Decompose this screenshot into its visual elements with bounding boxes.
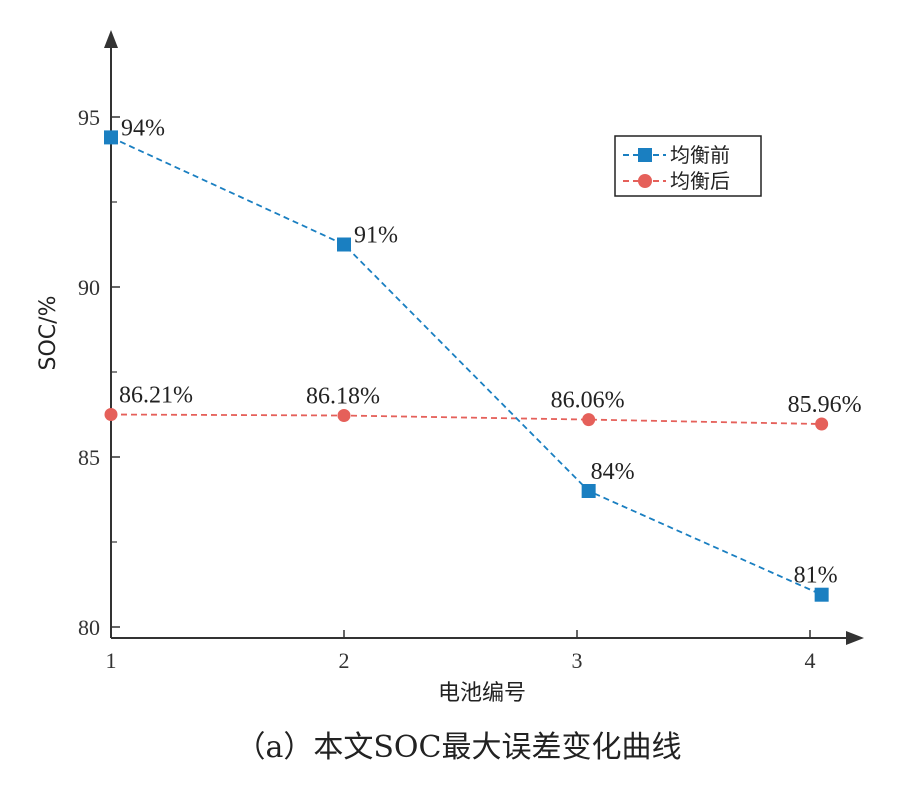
data-label-before: 94% [121,115,165,141]
marker-before-point [581,484,596,498]
legend-label-before: 均衡前 [670,143,730,167]
series-layer: 86.21% 86.18% 86.06% 85.96% 94% 91% 84% 81% [104,115,862,602]
y-tick-label: 80 [78,615,100,640]
legend-marker-after [638,174,652,188]
marker-after-point [337,409,351,423]
x-axis-arrow [846,631,864,645]
x-tick-label: 1 [106,648,117,673]
data-label-after: 85.96% [788,392,862,418]
marker-after-point [582,413,596,427]
data-label-after: 86.06% [551,388,625,414]
y-tick-label: 90 [78,275,100,300]
series-line-before [110,136,823,596]
data-label-after: 86.21% [119,383,193,409]
data-label-before: 84% [591,459,635,485]
ticks: 80 85 90 95 1 2 3 4 [78,105,816,673]
legend-marker-before [638,148,652,162]
y-axis-title: SOC/% [36,296,61,371]
x-axis-title: 电池编号 [438,681,526,706]
figure-caption: （a）本文SOC最大误差变化曲线 [235,730,682,765]
legend-label-after: 均衡后 [670,169,730,193]
x-tick-label: 2 [339,648,350,673]
x-tick-label: 4 [805,648,816,673]
marker-after-point [104,408,118,421]
legend: 均衡前 均衡后 [614,135,762,197]
data-label-before: 81% [794,563,838,589]
y-tick-label: 95 [78,105,100,130]
y-tick-label: 85 [78,445,100,470]
marker-before-point [104,130,118,145]
y-axis-arrow [104,30,118,48]
marker-before-point [814,587,829,602]
marker-before-point [337,237,351,252]
soc-line-chart: 80 85 90 95 1 2 3 4 86.21% 86.18% 86.06% 85.96% 94%… [36,30,864,706]
data-label-before: 91% [354,223,398,249]
data-label-after: 86.18% [306,384,380,410]
x-tick-label: 3 [572,648,583,673]
legend-box [614,135,762,197]
marker-after-point [815,417,829,431]
series-line-after [110,413,822,425]
axes [104,30,864,645]
